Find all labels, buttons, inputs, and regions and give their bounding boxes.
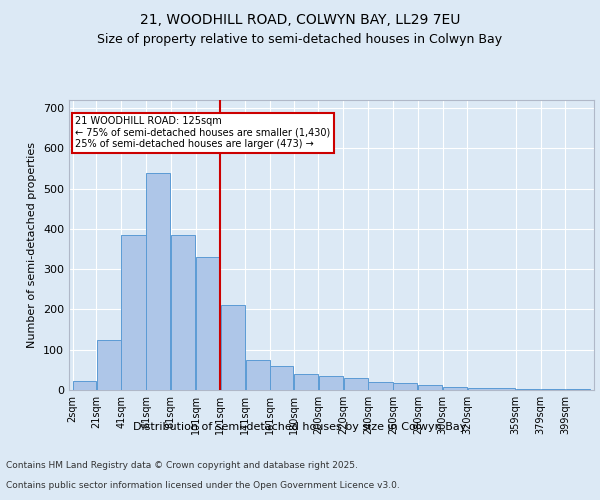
Bar [566,389,590,390]
Bar [541,389,565,390]
Bar [344,378,368,390]
Text: Contains public sector information licensed under the Open Government Licence v3: Contains public sector information licen… [6,481,400,490]
Bar [146,172,170,390]
Text: 21 WOODHILL ROAD: 125sqm
← 75% of semi-detached houses are smaller (1,430)
25% o: 21 WOODHILL ROAD: 125sqm ← 75% of semi-d… [75,116,331,150]
Bar [418,385,442,390]
Bar [121,235,146,390]
Text: Distribution of semi-detached houses by size in Colwyn Bay: Distribution of semi-detached houses by … [133,422,467,432]
Y-axis label: Number of semi-detached properties: Number of semi-detached properties [28,142,37,348]
Bar [196,257,220,390]
Bar [393,383,418,390]
Bar [73,381,96,390]
Bar [468,388,515,390]
Bar [171,235,195,390]
Bar [443,387,467,390]
Bar [294,374,318,390]
Bar [221,306,245,390]
Bar [245,360,270,390]
Text: Size of property relative to semi-detached houses in Colwyn Bay: Size of property relative to semi-detach… [97,32,503,46]
Text: 21, WOODHILL ROAD, COLWYN BAY, LL29 7EU: 21, WOODHILL ROAD, COLWYN BAY, LL29 7EU [140,12,460,26]
Bar [97,340,121,390]
Bar [368,382,392,390]
Bar [319,376,343,390]
Bar [516,389,541,390]
Bar [271,366,293,390]
Text: Contains HM Land Registry data © Crown copyright and database right 2025.: Contains HM Land Registry data © Crown c… [6,461,358,470]
